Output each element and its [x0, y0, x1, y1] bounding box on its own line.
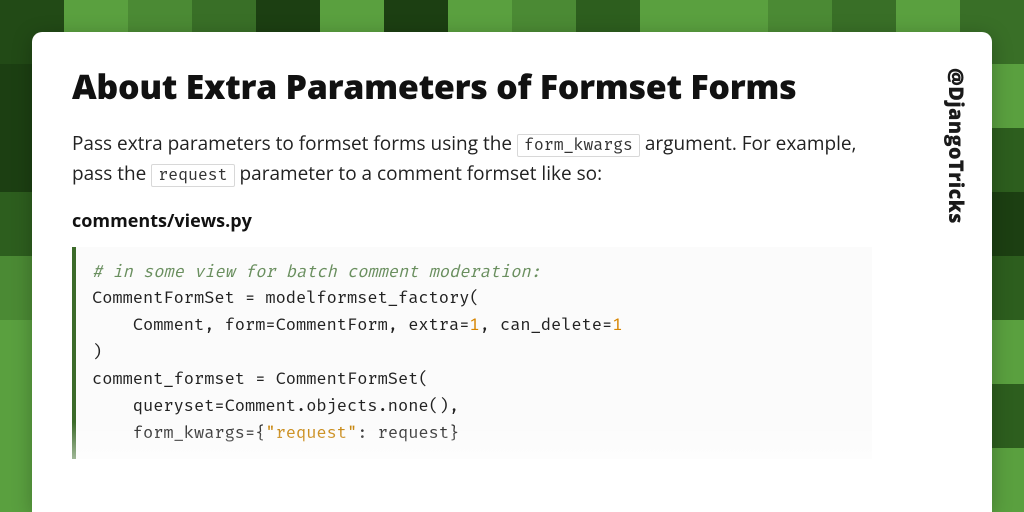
article-content: About Extra Parameters of Formset Forms …	[32, 32, 912, 512]
code-line-7b: : request}	[357, 422, 459, 443]
code-line-4: )	[92, 341, 102, 362]
code-line-2: CommentFormSet = modelformset_factory(	[92, 287, 480, 308]
code-block: # in some view for batch comment moderat…	[72, 247, 872, 459]
intro-text-1: Pass extra parameters to formset forms u…	[72, 130, 517, 156]
code-comment: # in some view for batch comment moderat…	[92, 261, 541, 282]
code-line-6: queryset=Comment.objects.none(),	[92, 395, 459, 416]
twitter-handle[interactable]: @DjangoTricks	[943, 68, 970, 224]
code-num-1: 1	[469, 314, 479, 335]
code-line-7a: form_kwargs={	[92, 422, 265, 443]
code-line-3b: , can_delete=	[480, 314, 613, 335]
intro-text-3: parameter to a comment formset like so:	[235, 160, 602, 186]
article-title: About Extra Parameters of Formset Forms	[72, 66, 872, 107]
intro-paragraph: Pass extra parameters to formset forms u…	[72, 129, 872, 188]
code-num-2: 1	[612, 314, 622, 335]
code-line-5: comment_formset = CommentFormSet(	[92, 368, 429, 389]
code-line-3a: Comment, form=CommentForm, extra=	[92, 314, 469, 335]
inline-code-request: request	[151, 164, 234, 187]
code-str-request: "request"	[265, 422, 357, 443]
code-filename: comments/views.py	[72, 209, 872, 233]
article-card: About Extra Parameters of Formset Forms …	[32, 32, 992, 512]
inline-code-form-kwargs: form_kwargs	[517, 134, 640, 157]
